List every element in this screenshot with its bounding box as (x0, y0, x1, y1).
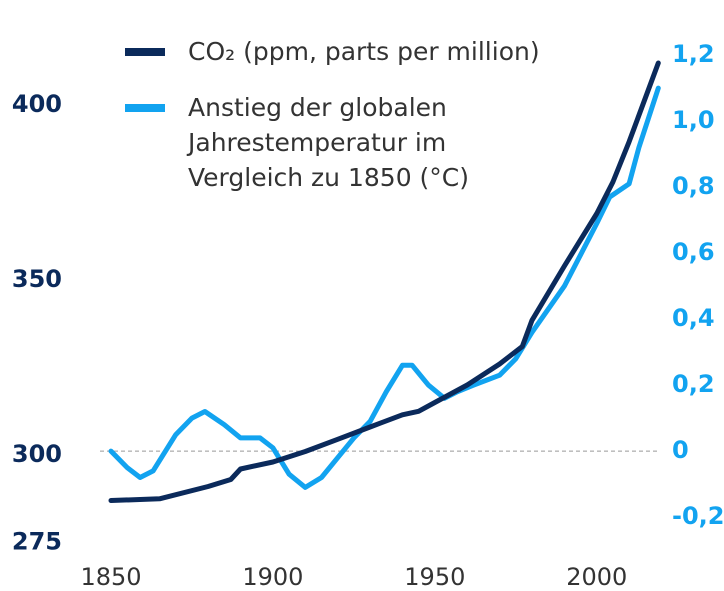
y-tick-label: 400 (12, 90, 62, 118)
legend-label: Anstieg der globalen Jahrestemperatur im… (188, 93, 470, 192)
x-tick-label: 1900 (242, 563, 303, 591)
y2-tick-label: 1,2 (672, 40, 715, 68)
y2-tick-label: 1,0 (672, 106, 715, 134)
y2-tick-label: 0 (672, 436, 689, 464)
y2-tick-label: 0,2 (672, 370, 715, 398)
y-tick-label: 300 (12, 440, 62, 468)
x-tick-label: 1950 (404, 563, 465, 591)
y2-tick-label: -0,2 (672, 502, 724, 530)
y-tick-label: 350 (12, 265, 62, 293)
series-line (108, 85, 661, 490)
x-tick-label: 2000 (566, 563, 627, 591)
y-tick-label: 275 (12, 528, 62, 556)
y2-tick-label: 0,4 (672, 304, 715, 332)
x-tick-label: 1850 (80, 563, 141, 591)
series-line (108, 60, 661, 503)
y2-tick-label: 0,8 (672, 172, 715, 200)
legend-label: CO₂ (ppm, parts per million) (188, 37, 540, 66)
y2-tick-label: 0,6 (672, 238, 715, 266)
